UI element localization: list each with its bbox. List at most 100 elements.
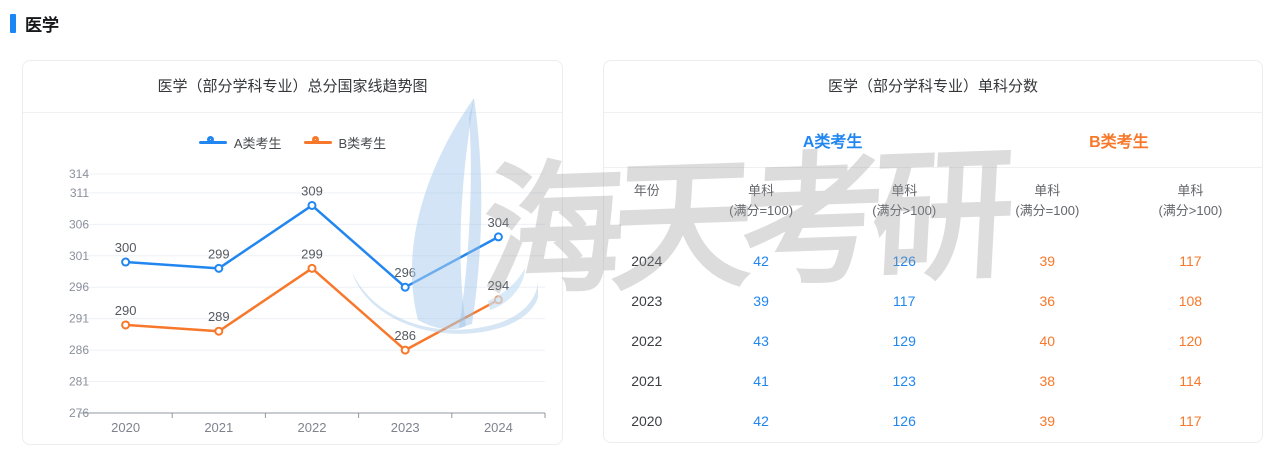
score-cell: 39 — [1039, 413, 1056, 429]
score-cell: 117 — [893, 293, 916, 309]
score-cell: 114 — [1179, 373, 1202, 389]
chart-legend: A类考生 B类考生 — [23, 133, 562, 152]
year-cell: 2020 — [631, 413, 663, 429]
legend-ring — [311, 135, 319, 143]
score-cell: 38 — [1039, 373, 1056, 389]
table-row: 2021 41 123 38 114 — [604, 361, 1262, 401]
score-cell: 41 — [753, 373, 769, 389]
score-cell: 39 — [753, 293, 769, 309]
column-header-subtitle: (满分=100) — [729, 203, 794, 218]
x-tick-label: 2020 — [111, 420, 140, 435]
column-header-subtitle: (满分=100) — [1015, 203, 1080, 218]
score-cell: 126 — [892, 253, 916, 269]
table-body: 2024 42 126 39 117 2023 39 117 36 108 2022 43 129 40 1… — [604, 241, 1262, 441]
column-header-cell: 年份 — [604, 181, 690, 221]
score-cell: 108 — [1178, 293, 1203, 309]
y-tick-label: 286 — [69, 343, 89, 357]
data-point — [307, 263, 317, 273]
score-cell: 42 — [753, 253, 769, 269]
data-label: 296 — [394, 265, 416, 280]
data-label: 294 — [488, 278, 510, 293]
column-header-cell: 单科 (满分=100) — [690, 181, 833, 221]
table-row: 2024 42 126 39 117 — [604, 241, 1262, 281]
score-cell: 129 — [892, 333, 916, 349]
column-header-title: 单科 — [1034, 183, 1061, 198]
data-point — [400, 345, 410, 355]
column-header-subtitle: (满分>100) — [872, 203, 937, 218]
data-point — [307, 200, 317, 210]
data-point — [214, 326, 224, 336]
y-tick-label: 281 — [69, 375, 89, 389]
y-tick-label: 311 — [70, 186, 89, 200]
year-cell: 2021 — [631, 373, 663, 389]
y-tick-label: 296 — [69, 280, 89, 294]
score-cell: 117 — [1179, 253, 1202, 269]
score-cell: 117 — [1179, 413, 1202, 429]
data-label: 290 — [115, 303, 137, 318]
table-row: 2022 43 129 40 120 — [604, 321, 1262, 361]
score-table-title: 医学（部分学科专业）单科分数 — [604, 61, 1262, 113]
legend-ring — [206, 135, 214, 143]
data-point — [121, 320, 131, 330]
score-cell: 120 — [1178, 333, 1203, 349]
legend-line-marker-icon — [198, 135, 227, 149]
score-cell: 40 — [1039, 333, 1056, 349]
trend-chart-title: 医学（部分学科专业）总分国家线趋势图 — [23, 61, 562, 113]
section-accent-bar — [10, 14, 16, 33]
year-cell: 2023 — [631, 293, 663, 309]
group-header-b: B类考生 — [1089, 134, 1149, 151]
data-label: 300 — [115, 240, 137, 255]
x-tick-label: 2023 — [391, 420, 420, 435]
data-label: 304 — [488, 215, 510, 230]
x-tick-label: 2024 — [484, 420, 513, 435]
data-point — [121, 257, 131, 267]
year-cell: 2024 — [631, 253, 663, 269]
section-title: 医学 — [25, 16, 59, 35]
data-label: 299 — [301, 246, 323, 261]
column-header-title: 单科 — [748, 183, 775, 198]
data-label: 309 — [301, 183, 323, 198]
score-cell: 36 — [1039, 293, 1056, 309]
data-label: 289 — [208, 309, 230, 324]
column-header-cell: 单科 (满分>100) — [1119, 181, 1262, 221]
data-label: 286 — [394, 328, 416, 343]
year-cell: 2022 — [631, 333, 663, 349]
score-cell: 43 — [753, 333, 769, 349]
table-group-header-row: A类考生 B类考生 — [604, 113, 1262, 168]
legend-label: B类考生 — [338, 135, 387, 151]
score-cell: 42 — [753, 413, 769, 429]
series-line-b — [124, 267, 500, 352]
data-point — [400, 282, 410, 292]
legend-item-a: A类考生 — [198, 133, 282, 152]
y-tick-label: 314 — [69, 167, 89, 181]
column-header-title: 单科 — [891, 183, 918, 198]
y-tick-label: 306 — [69, 217, 89, 231]
y-tick-label: 291 — [69, 312, 89, 326]
table-row: 2020 42 126 39 117 — [604, 401, 1262, 441]
data-point — [214, 263, 224, 273]
score-cell: 39 — [1039, 253, 1056, 269]
group-header-a: A类考生 — [802, 134, 863, 151]
score-cell: 123 — [892, 373, 916, 389]
score-table-card: 医学（部分学科专业）单科分数 A类考生 B类考生 年份 单科 (满分=100) 单科 (满… — [603, 60, 1263, 443]
section-header: 医学 — [10, 11, 59, 36]
trend-chart-canvas: 2762812862912963013063113142020202120222… — [69, 167, 546, 435]
x-tick-label: 2022 — [298, 420, 327, 435]
column-header-title: 单科 — [1177, 183, 1204, 198]
column-header-title: 年份 — [633, 183, 660, 198]
data-label: 299 — [208, 246, 230, 261]
y-tick-label: 301 — [69, 249, 89, 263]
legend-item-b: B类考生 — [303, 133, 387, 152]
data-point — [493, 232, 503, 242]
score-cell: 126 — [892, 413, 916, 429]
table-row: 2023 39 117 36 108 — [604, 281, 1262, 321]
column-header-subtitle: (满分>100) — [1158, 203, 1223, 218]
table-column-header-row: 年份 单科 (满分=100) 单科 (满分>100) 单科 (满分=100) 单科 (满分>10… — [604, 168, 1262, 221]
column-header-cell: 单科 (满分>100) — [833, 181, 976, 221]
legend-line-marker-icon — [303, 135, 332, 149]
legend-label: A类考生 — [233, 135, 282, 151]
data-point — [493, 295, 503, 305]
x-tick-label: 2021 — [204, 420, 233, 435]
